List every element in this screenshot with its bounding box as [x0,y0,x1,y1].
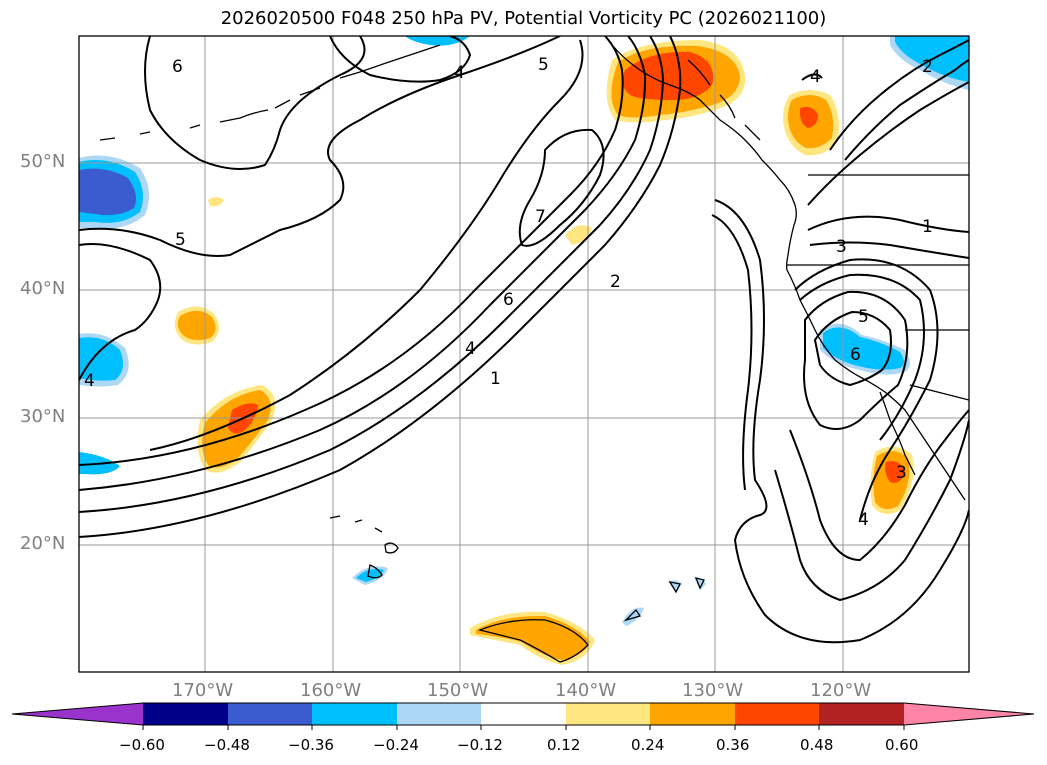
lon-label: 120°W [810,680,872,701]
contour-label: 7 [535,207,546,227]
colorbar-under-triangle [12,703,143,725]
lon-label: 130°W [682,680,744,701]
colorbar-tick-label: −0.60 [119,736,165,754]
map-title: 2026020500 F048 250 hPa PV, Potential Vo… [220,8,827,29]
colorbar-tick-label: 0.36 [716,736,750,754]
lat-label: 50°N [20,151,66,172]
contour-label: 6 [850,345,861,365]
contour-label: 4 [810,67,821,87]
colorbar-swatch [143,703,228,725]
colorbar-swatch [397,703,481,725]
colorbar-swatch [650,703,735,725]
contour-label: 4 [465,339,476,359]
colorbar-over-triangle [904,703,1034,725]
colorbar-swatch [819,703,904,725]
contour-label: 4 [454,63,465,83]
colorbar-tick-label: −0.48 [204,736,250,754]
contour-label: 1 [490,369,501,389]
colorbar-tick-label: −0.24 [373,736,419,754]
graticule [79,36,969,672]
lat-label: 40°N [20,278,66,299]
colorbar-swatch [228,703,312,725]
lon-label: 140°W [555,680,617,701]
contour-label: 4 [858,510,869,530]
colorbar-tick-label: 0.60 [885,736,919,754]
contour-label: 6 [172,57,183,77]
contour-label: 3 [836,237,847,257]
lon-label: 160°W [300,680,362,701]
contour-label: 2 [610,272,621,292]
colorbar-tick-label: −0.36 [288,736,334,754]
lat-label: 20°N [20,533,66,554]
colorbar-tick-label: 0.24 [631,736,665,754]
pv-contours [79,36,969,644]
contour-label: 5 [538,55,549,75]
colorbar-swatch [481,703,566,725]
colorbar [11,702,1035,730]
contour-label: 1 [922,217,933,237]
colorbar-tick-label: 0.12 [547,736,581,754]
contour-label: 4 [84,371,95,391]
colorbar-swatch [312,703,397,725]
lat-label: 30°N [20,406,66,427]
contour-labels: 6 4 5 5 7 6 4 1 2 4 2 1 3 5 6 3 4 4 [84,55,933,530]
contour-label: 5 [858,307,869,327]
map-frame [78,35,970,673]
colorbar-tick-label: 0.48 [800,736,834,754]
contour-label: 5 [175,230,186,250]
colorbar-swatch [566,703,650,725]
contour-label: 6 [503,290,514,310]
contour-label: 3 [896,463,907,483]
lon-label: 150°W [427,680,489,701]
lon-label: 170°W [172,680,234,701]
colorbar-tick-label: −0.12 [457,736,503,754]
contour-label: 2 [922,57,933,77]
colorbar-swatch [735,703,819,725]
